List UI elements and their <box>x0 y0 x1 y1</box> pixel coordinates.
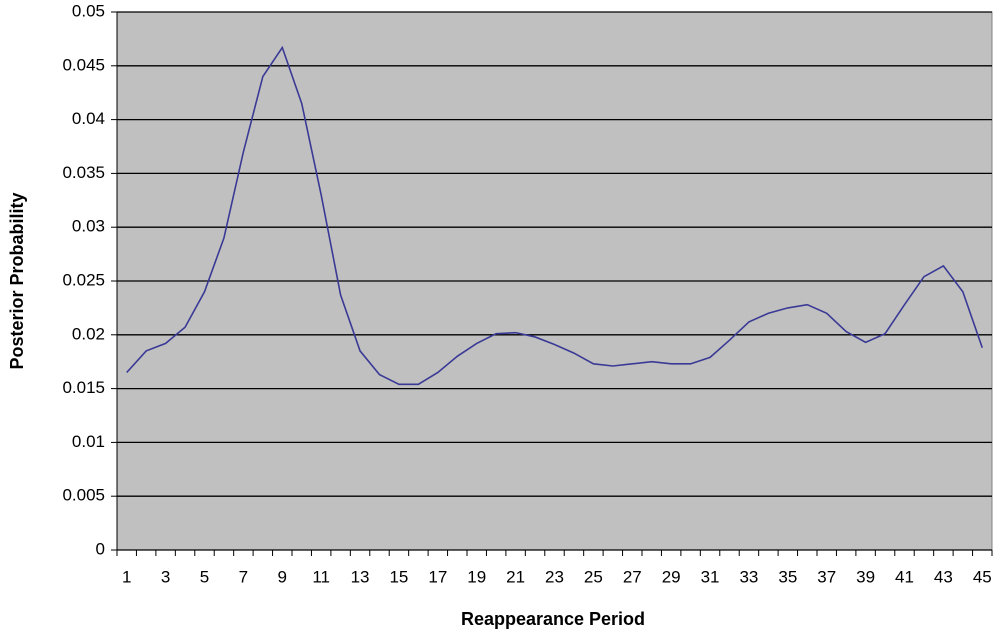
x-tick-label: 1 <box>122 567 131 586</box>
x-tick-label: 27 <box>623 567 642 586</box>
y-tick-label: 0 <box>96 539 105 558</box>
y-tick-label: 0.015 <box>62 378 105 397</box>
x-tick-label: 33 <box>739 567 758 586</box>
y-tick-label: 0.03 <box>72 217 105 236</box>
x-tick-label: 31 <box>701 567 720 586</box>
y-tick-label: 0.05 <box>72 1 105 20</box>
x-tick-label: 9 <box>278 567 287 586</box>
x-tick-label: 19 <box>467 567 486 586</box>
y-tick-label: 0.045 <box>62 55 105 74</box>
x-tick-label: 25 <box>584 567 603 586</box>
x-tick-label: 43 <box>934 567 953 586</box>
y-tick-label: 0.025 <box>62 270 105 289</box>
x-tick-label: 29 <box>662 567 681 586</box>
x-tick-label: 45 <box>973 567 992 586</box>
x-tick-label: 37 <box>817 567 836 586</box>
x-tick-label: 35 <box>778 567 797 586</box>
x-tick-label: 5 <box>200 567 209 586</box>
x-tick-label: 23 <box>545 567 564 586</box>
x-tick-label: 3 <box>161 567 170 586</box>
x-tick-label: 13 <box>351 567 370 586</box>
data-line <box>126 45 984 386</box>
x-tick-label: 7 <box>239 567 248 586</box>
y-tick-label: 0.035 <box>62 163 105 182</box>
x-tick-label: 39 <box>856 567 875 586</box>
y-tick-label: 0.04 <box>72 109 105 128</box>
x-tick-label: 41 <box>895 567 914 586</box>
x-tick-label: 17 <box>428 567 447 586</box>
y-tick-label: 0.01 <box>72 432 105 451</box>
x-axis-title: Reappearance Period <box>461 609 645 629</box>
x-tick-label: 11 <box>312 567 330 586</box>
y-axis-title: Posterior Probability <box>7 192 27 369</box>
x-tick-label: 21 <box>506 567 525 586</box>
y-tick-label: 0.02 <box>72 324 105 343</box>
x-tick-label: 15 <box>389 567 408 586</box>
y-tick-label: 0.005 <box>62 486 105 505</box>
